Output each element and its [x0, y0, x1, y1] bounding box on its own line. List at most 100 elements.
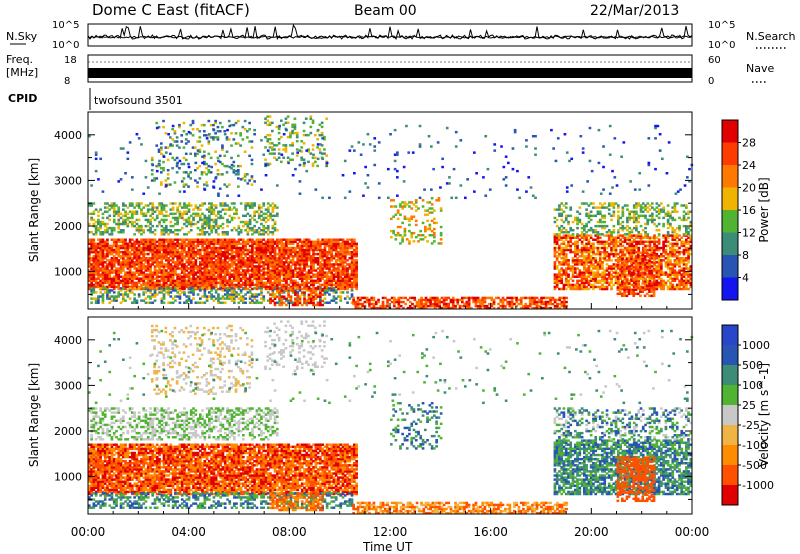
- power-cell: [178, 257, 182, 260]
- power-cell: [90, 287, 93, 290]
- power-cell: [596, 246, 600, 250]
- power-cell: [144, 259, 148, 262]
- power-cell: [319, 246, 322, 250]
- power-cell: [300, 257, 304, 260]
- power-cell: [289, 269, 293, 272]
- power-cell: [146, 277, 150, 280]
- power-cell: [273, 252, 277, 256]
- power-cell: [221, 271, 225, 274]
- power-cell: [251, 238, 254, 241]
- power-cell: [488, 306, 491, 310]
- power-cell: [201, 224, 204, 228]
- power-cell: [428, 211, 432, 214]
- power-cell: [223, 273, 227, 276]
- power-cell: [101, 283, 105, 287]
- power-cell: [412, 231, 416, 235]
- power-cell: [587, 273, 591, 276]
- power-cell: [334, 240, 338, 244]
- power-cell: [346, 244, 349, 248]
- power-cell: [353, 244, 356, 248]
- power-cell: [169, 287, 173, 290]
- power-cell: [278, 242, 281, 246]
- power-cell: [165, 248, 168, 252]
- power-cell: [567, 263, 570, 266]
- power-cell: [408, 223, 411, 227]
- power-cell: [343, 267, 347, 270]
- power-cell: [203, 275, 207, 278]
- power-cell: [90, 275, 93, 278]
- power-cell: [348, 283, 352, 287]
- power-cell: [233, 202, 236, 205]
- power-cell: [226, 244, 229, 248]
- power-cell: [280, 263, 284, 266]
- power-cell: [160, 279, 164, 283]
- power-cell: [321, 269, 324, 272]
- power-cell: [185, 273, 189, 276]
- power-cell: [223, 204, 227, 207]
- power-cell: [212, 283, 216, 287]
- power-cell: [316, 259, 320, 262]
- power-cell: [343, 261, 347, 264]
- power-cell: [354, 304, 358, 308]
- power-cell: [316, 246, 320, 250]
- power-cell: [282, 267, 286, 270]
- power-cell: [300, 293, 304, 296]
- power-cell: [323, 244, 327, 248]
- power-cell: [146, 238, 150, 241]
- power-cell: [538, 300, 541, 304]
- power-cell: [97, 229, 100, 232]
- power-cell: [151, 202, 155, 205]
- power-cell: [210, 238, 213, 241]
- power-cell: [293, 131, 297, 135]
- power-cell: [133, 240, 136, 244]
- power-cell: [303, 269, 306, 272]
- power-cell: [174, 265, 177, 268]
- power-cell: [276, 252, 279, 256]
- power-cell: [137, 206, 141, 209]
- power-cell: [285, 271, 288, 274]
- power-cell: [210, 255, 213, 258]
- power-cell: [395, 298, 398, 302]
- power-cell: [101, 269, 105, 272]
- power-cell: [346, 301, 349, 304]
- power-cell: [233, 259, 236, 262]
- power-cell: [205, 285, 209, 289]
- power-cell: [146, 281, 150, 285]
- power-cell: [596, 240, 600, 244]
- power-cell: [201, 229, 204, 232]
- power-cell: [226, 267, 229, 270]
- power-cell: [497, 306, 500, 310]
- power-cell: [303, 297, 306, 301]
- power-cell: [346, 248, 349, 252]
- power-cell: [246, 263, 250, 266]
- power-cell: [403, 227, 407, 231]
- power-cell: [558, 277, 561, 280]
- power-cell: [294, 261, 297, 264]
- power-cell: [273, 279, 277, 283]
- power-cell: [585, 242, 588, 246]
- power-cell: [97, 246, 100, 250]
- power-cell: [205, 267, 209, 270]
- power-cell: [310, 297, 313, 301]
- power-cell: [430, 197, 434, 200]
- power-cell: [115, 275, 118, 278]
- power-cell: [119, 250, 123, 254]
- power-cell: [90, 281, 93, 285]
- power-cell: [517, 302, 521, 306]
- power-cell: [330, 240, 334, 244]
- power-cell: [269, 265, 272, 268]
- power-cell: [282, 277, 286, 280]
- power-cell: [289, 246, 293, 250]
- power-cell: [560, 300, 564, 304]
- power-cell: [110, 252, 114, 256]
- power-cell: [303, 263, 306, 266]
- power-cell: [437, 242, 441, 245]
- power-cell: [99, 261, 102, 264]
- power-cell: [221, 222, 225, 226]
- power-cell: [103, 279, 107, 283]
- power-cell: [144, 297, 148, 300]
- power-cell: [223, 275, 227, 278]
- power-cell: [237, 119, 240, 123]
- power-cell: [194, 259, 198, 262]
- power-cell: [103, 244, 107, 248]
